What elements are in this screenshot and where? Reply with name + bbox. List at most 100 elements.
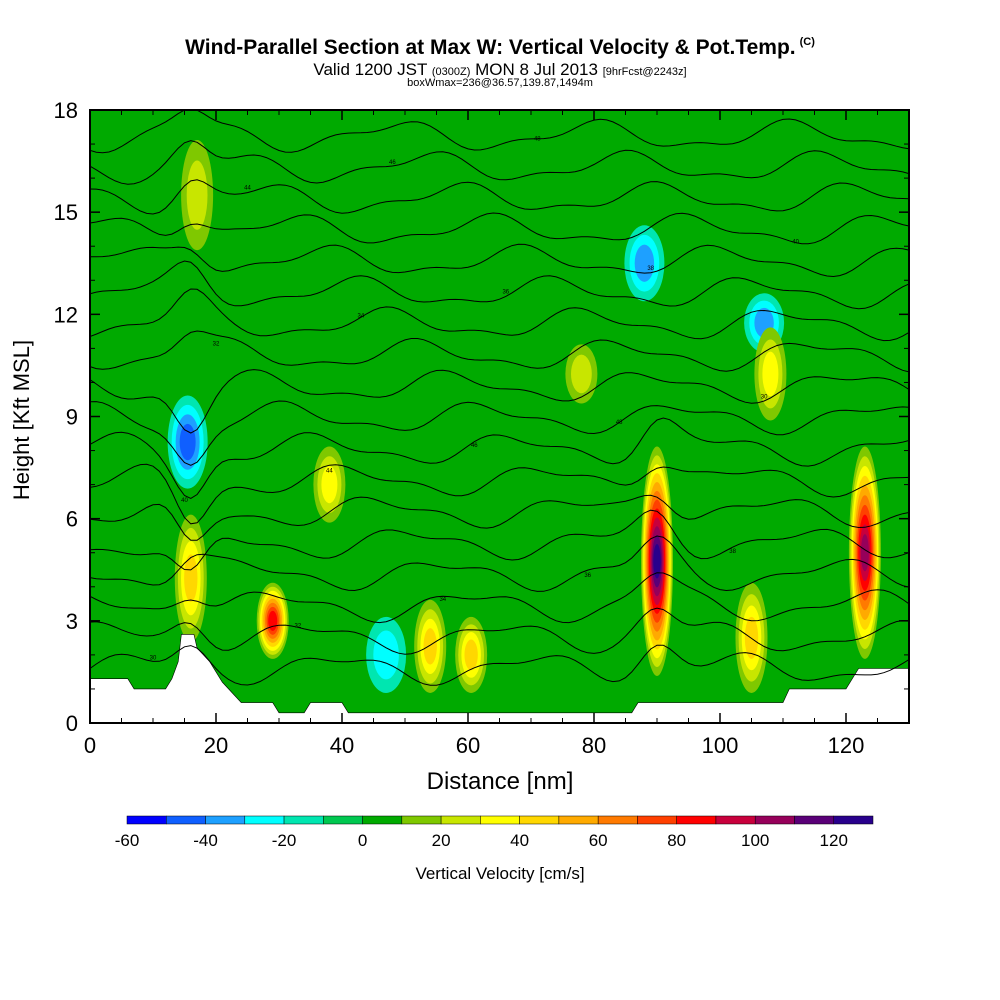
theta-contour xyxy=(90,288,909,342)
y-tick-label: 9 xyxy=(66,405,78,430)
x-tick-label: 20 xyxy=(204,733,228,758)
theta-contour xyxy=(90,535,909,592)
y-tick-label: 15 xyxy=(54,200,78,225)
contour-label: 40 xyxy=(181,498,188,504)
copyright-mark: (C) xyxy=(799,36,815,48)
colorbar-label: Vertical Velocity [cm/s] xyxy=(415,864,585,883)
contour-label: 40 xyxy=(792,239,799,245)
colorbar-swatch xyxy=(480,815,520,825)
theta-contour xyxy=(90,417,909,499)
theta-contour xyxy=(90,509,909,571)
y-tick-label: 18 xyxy=(54,98,78,123)
x-tick-label: 40 xyxy=(330,733,354,758)
contour-label: 38 xyxy=(647,266,654,272)
box-info: boxWmax=236@36.57,139.87,1494m xyxy=(407,77,593,89)
contour-label: 44 xyxy=(244,186,251,192)
colorbar-swatch xyxy=(754,815,795,825)
chart-title: Wind-Parallel Section at Max W: Vertical… xyxy=(185,36,815,59)
y-tick-label: 0 xyxy=(66,711,78,736)
colorbar-tick-label: 80 xyxy=(667,831,686,850)
updraft-core-level xyxy=(571,354,592,394)
contour-label: 32 xyxy=(213,341,220,347)
x-tick-label: 120 xyxy=(828,733,865,758)
colorbar-swatch xyxy=(126,815,167,825)
theta-contours: 30 32 34 36 38 40 44 46 48 30 32 34 36 38 40 44 46 48 xyxy=(90,110,909,686)
theta-contour xyxy=(90,179,909,215)
contour-label: 48 xyxy=(534,136,541,142)
x-axis-label: Distance [nm] xyxy=(426,768,574,795)
theta-contour xyxy=(90,400,909,466)
theta-contour xyxy=(90,463,909,525)
colorbar-swatch xyxy=(676,815,717,825)
updraft-core-level xyxy=(184,554,198,603)
contour-label: 30 xyxy=(761,395,768,401)
theta-contour xyxy=(90,494,909,541)
theta-contour xyxy=(90,140,909,185)
forecast-info: [9hrFcst@2243z] xyxy=(602,66,687,78)
updraft-core-level xyxy=(464,639,478,671)
colorbar-tick-label: 40 xyxy=(510,831,529,850)
x-tick-label: 60 xyxy=(456,733,480,758)
theta-contour xyxy=(90,212,909,245)
y-tick-label: 6 xyxy=(66,507,78,532)
x-tick-label: 0 xyxy=(84,733,96,758)
contour-label: 32 xyxy=(295,624,302,630)
colorbar: -60 -40 -20 0 20 40 60 80 100 120 xyxy=(115,815,874,850)
terrain-ground xyxy=(89,634,910,724)
colorbar-swatch xyxy=(205,815,246,825)
contour-label: 30 xyxy=(150,656,157,662)
colorbar-tick-label: 100 xyxy=(741,831,769,850)
contour-label: 46 xyxy=(389,160,396,166)
theta-contour xyxy=(90,260,909,310)
colorbar-swatch xyxy=(558,815,599,825)
valid-utc: (0300Z) xyxy=(431,66,471,78)
updraft-core-level xyxy=(423,628,437,665)
colorbar-tick-label: 0 xyxy=(358,831,367,850)
colorbar-swatch xyxy=(362,815,403,825)
updraft-core-level xyxy=(653,543,661,579)
x-tick-label: 100 xyxy=(702,733,739,758)
colorbar-swatch xyxy=(244,815,285,825)
y-tick-label: 3 xyxy=(66,609,78,634)
theta-contour xyxy=(90,243,909,278)
contour-label: 36 xyxy=(502,290,509,296)
valid-date: MON 8 Jul 2013 xyxy=(475,60,598,79)
y-axis-label: Height [Kft MSL] xyxy=(9,339,34,501)
y-tick-label: 12 xyxy=(54,302,78,327)
updraft-core-level xyxy=(186,160,208,230)
colorbar-tick-label: -40 xyxy=(193,831,218,850)
updraft-core-level xyxy=(860,534,869,572)
colorbar-swatch xyxy=(833,815,874,825)
colorbar-tick-label: 60 xyxy=(589,831,608,850)
colorbar-swatch xyxy=(323,815,363,825)
colorbar-swatch xyxy=(597,815,638,825)
colorbar-tick-label: 120 xyxy=(820,831,848,850)
colorbar-swatch xyxy=(283,815,324,825)
chart-subtitle: Valid 1200 JST (0300Z) MON 8 Jul 2013 [9… xyxy=(0,60,1000,80)
colorbar-tick-label: -20 xyxy=(272,831,297,850)
contour-label: 38 xyxy=(729,549,736,555)
colorbar-swatch xyxy=(401,815,442,825)
theta-contour xyxy=(90,330,909,373)
colorbar-swatch xyxy=(519,815,560,825)
terrain-mask xyxy=(89,634,910,724)
theta-contour xyxy=(90,110,909,154)
downdraft-core-level xyxy=(634,244,655,282)
colorbar-tick-label: -60 xyxy=(115,831,140,850)
downdraft-core-level xyxy=(179,423,196,461)
theta-contour xyxy=(90,369,909,434)
contour-label: 46 xyxy=(471,443,478,449)
velocity-field xyxy=(90,110,909,723)
updraft-core-level xyxy=(321,466,338,504)
contour-label: 34 xyxy=(439,597,446,603)
theta-contour xyxy=(90,572,909,624)
colorbar-tick-label: 20 xyxy=(432,831,451,850)
contour-label: 44 xyxy=(326,468,333,474)
colorbar-swatch xyxy=(440,815,481,825)
colorbar-swatch xyxy=(637,815,677,825)
theta-contour xyxy=(90,607,909,655)
colorbar-swatch xyxy=(715,815,756,825)
theta-contour xyxy=(90,644,909,686)
